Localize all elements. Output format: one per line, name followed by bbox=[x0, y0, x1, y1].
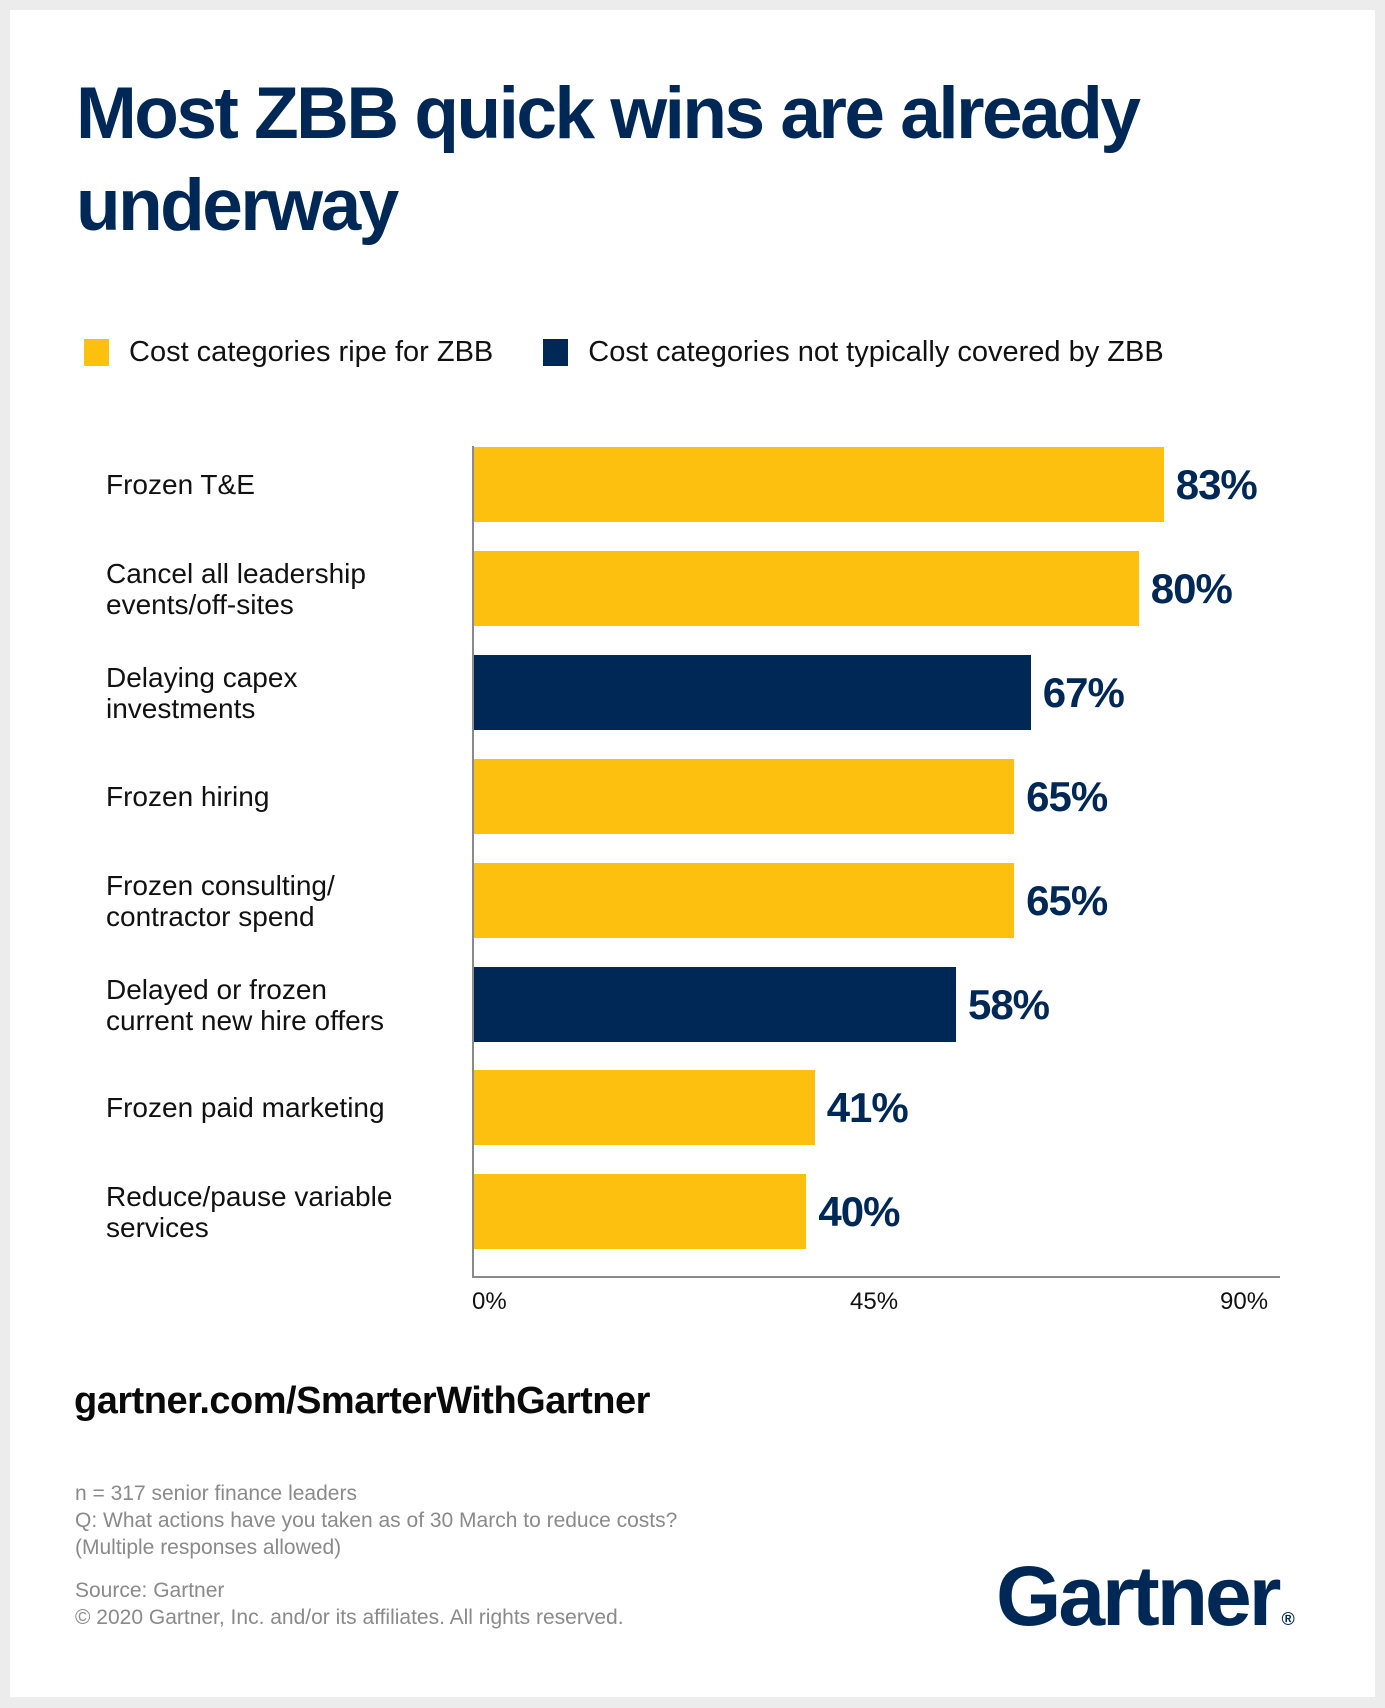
bar bbox=[474, 447, 1164, 522]
bar bbox=[474, 863, 1015, 938]
page-title: Most ZBB quick wins are already underway bbox=[76, 73, 1141, 246]
bar bbox=[474, 551, 1139, 626]
footnote-responses: (Multiple responses allowed) bbox=[75, 1536, 342, 1559]
registered-mark-icon: ® bbox=[1281, 1609, 1295, 1629]
category-label: Frozen T&E bbox=[106, 469, 255, 500]
bar bbox=[474, 759, 1015, 834]
category-label: Delayed or frozen current new hire offer… bbox=[106, 973, 385, 1036]
category-label: Cancel all leadership events/off-sites bbox=[106, 557, 366, 620]
category-label: Delaying capex investments bbox=[106, 661, 298, 724]
x-tick-label: 90% bbox=[1220, 1288, 1269, 1315]
footnote-spacer bbox=[75, 1561, 677, 1577]
x-tick-label: 0% bbox=[472, 1288, 507, 1315]
bar bbox=[474, 967, 956, 1042]
footnote-question: Q: What actions have you taken as of 30 … bbox=[75, 1509, 678, 1532]
x-axis-line bbox=[472, 1276, 1280, 1278]
bar bbox=[474, 1174, 807, 1249]
x-tick-label: 45% bbox=[850, 1288, 899, 1315]
legend-swatch-ripe bbox=[84, 339, 109, 366]
footnote-source: Source: Gartner bbox=[75, 1579, 225, 1602]
y-axis-line bbox=[472, 446, 474, 1278]
source-url: gartner.com/SmarterWithGartner bbox=[74, 1380, 650, 1422]
footnote-copyright: © 2020 Gartner, Inc. and/or its affiliat… bbox=[75, 1606, 624, 1629]
bar bbox=[474, 655, 1031, 730]
infographic-card bbox=[10, 10, 1375, 1697]
category-label: Reduce/pause variable services bbox=[106, 1180, 393, 1243]
legend-label-not-covered: Cost categories not typically covered by… bbox=[588, 336, 1164, 368]
legend-item-ripe: Cost categories ripe for ZBB bbox=[84, 336, 493, 369]
footnote-sample: n = 317 senior finance leaders bbox=[75, 1482, 357, 1505]
gartner-logo-text: Gartner bbox=[996, 1549, 1281, 1643]
category-label: Frozen consulting/ contractor spend bbox=[106, 869, 335, 932]
category-label: Frozen hiring bbox=[106, 781, 270, 812]
bar-value-label: 40% bbox=[818, 1188, 900, 1235]
bar-value-label: 65% bbox=[1026, 773, 1108, 820]
footnotes: n = 317 senior finance leaders Q: What a… bbox=[75, 1480, 677, 1631]
legend-item-not-covered: Cost categories not typically covered by… bbox=[543, 336, 1164, 369]
chart-legend: Cost categories ripe for ZBB Cost catego… bbox=[84, 336, 1214, 369]
legend-swatch-not-covered bbox=[543, 339, 569, 366]
bar-value-label: 80% bbox=[1150, 565, 1233, 612]
bar-value-label: 65% bbox=[1026, 877, 1108, 924]
bar bbox=[474, 1070, 815, 1145]
gartner-logo: Gartner ® bbox=[996, 1548, 1295, 1667]
bar-value-label: 67% bbox=[1042, 669, 1125, 716]
category-label: Frozen paid marketing bbox=[106, 1092, 385, 1123]
bar-value-label: 83% bbox=[1175, 461, 1258, 508]
bar-value-label: 58% bbox=[967, 981, 1050, 1028]
bar-value-label: 41% bbox=[826, 1084, 909, 1131]
legend-label-ripe: Cost categories ripe for ZBB bbox=[129, 336, 494, 368]
